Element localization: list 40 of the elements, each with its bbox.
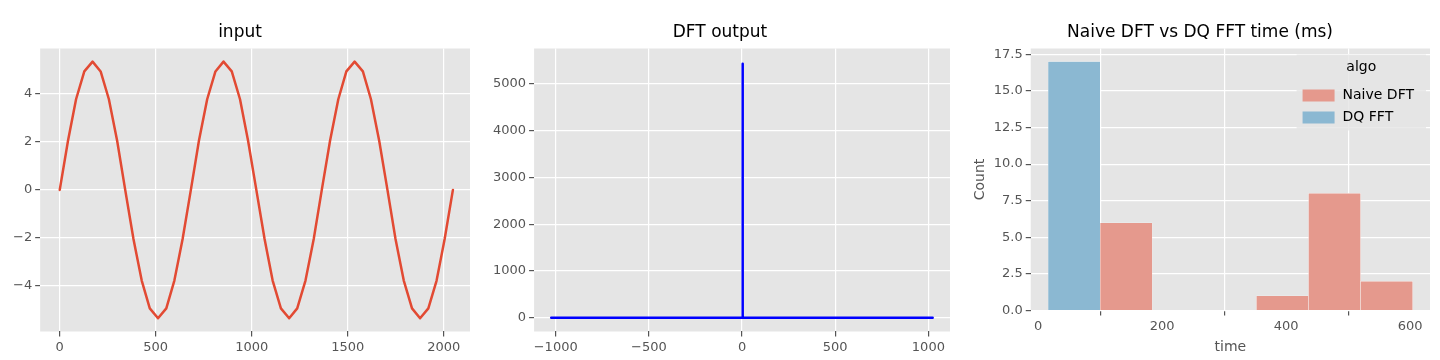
legend-label: DQ FFT: [1342, 108, 1394, 125]
y-tick-label: 17.5: [993, 45, 1023, 61]
y-tick-label: −2: [12, 229, 33, 245]
x-tick-label: −500: [631, 338, 667, 354]
y-tick-label: 4: [23, 85, 33, 101]
y-tick-label: 15.0: [993, 82, 1023, 98]
y-tick-label: −4: [12, 277, 33, 293]
y-tick-label: 2.5: [1002, 265, 1023, 281]
x-tick-label: 1000: [911, 338, 945, 354]
x-tick-label: 0: [55, 338, 64, 354]
x-axis-title: time: [1214, 338, 1247, 355]
x-tick-label: −1000: [533, 338, 578, 354]
chart-title: Naive DFT vs DQ FFT time (ms): [1067, 20, 1333, 41]
y-tick-label: 7.5: [1002, 192, 1023, 208]
y-tick-label: 12.5: [993, 118, 1023, 134]
x-tick-label: 500: [822, 338, 848, 354]
x-tick-label: 600: [1397, 317, 1423, 333]
x-tick-label: 1000: [235, 338, 269, 354]
legend-title: algo: [1346, 58, 1377, 75]
y-tick-label: 3000: [492, 168, 527, 184]
y-tick-label: 1000: [492, 262, 527, 278]
x-tick-label: 1500: [331, 338, 365, 354]
y-tick-label: 2: [23, 133, 33, 149]
chart-title: input: [218, 20, 263, 41]
y-tick-label: 5000: [492, 75, 527, 91]
y-tick-label: 10.0: [993, 155, 1023, 171]
y-tick-label: 0: [23, 181, 33, 197]
x-tick-label: 200: [1149, 317, 1175, 333]
chart-title: DFT output: [672, 20, 768, 41]
y-tick-label: 5.0: [1002, 228, 1023, 244]
y-axis-title: Count: [971, 158, 988, 201]
y-tick-label: 4000: [492, 121, 527, 137]
legend-label: Naive DFT: [1342, 86, 1415, 103]
x-tick-label: 0: [1034, 317, 1043, 333]
x-tick-label: 500: [143, 338, 169, 354]
y-tick-label: 2000: [492, 215, 527, 231]
x-tick-label: 400: [1273, 317, 1299, 333]
y-tick-label: 0.0: [1002, 301, 1023, 317]
x-tick-label: 0: [737, 338, 747, 354]
x-tick-label: 2000: [427, 338, 461, 354]
